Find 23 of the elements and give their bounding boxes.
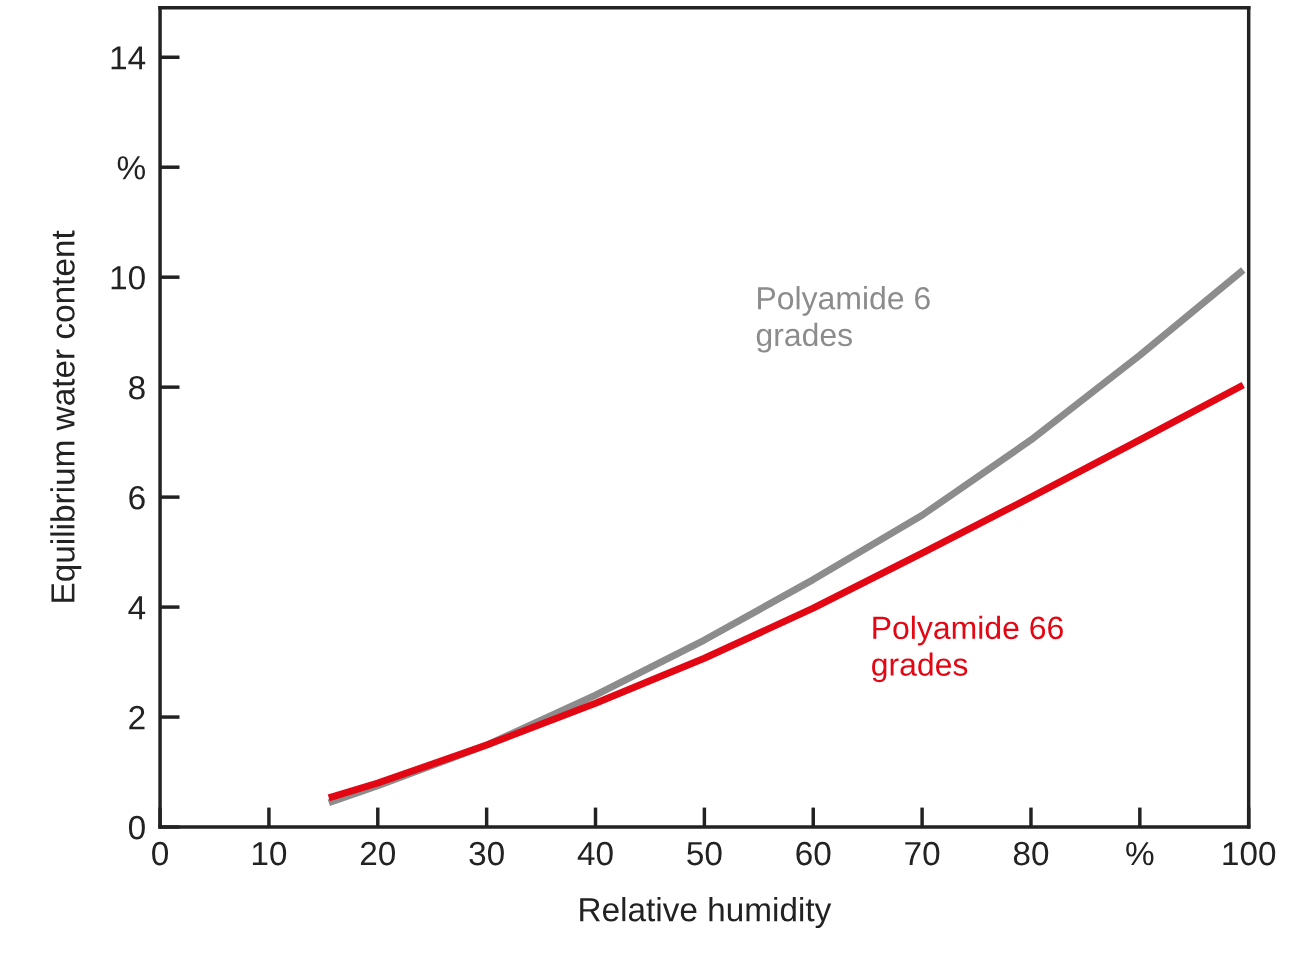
x-tick-label: 70 (905, 841, 940, 866)
x-tick-label: 100 (1223, 841, 1276, 866)
y-axis-title: Equilibrium water content (50, 230, 82, 602)
y-tick-label: 2 (129, 705, 145, 730)
y-tick-label: 8 (129, 375, 145, 400)
y-tick-label: 10 (111, 265, 145, 290)
x-tick-label: 60 (796, 841, 831, 866)
y-tick-label: 4 (128, 596, 146, 620)
y-tick-label: % (117, 156, 145, 180)
y-tick-label: 0 (128, 815, 145, 840)
x-tick-label: 10 (252, 841, 287, 866)
x-tick-label: 50 (687, 841, 722, 866)
x-axis-title: Relative humidity (580, 896, 832, 929)
x-tick-label: 40 (577, 841, 613, 866)
x-tick-label: 20 (360, 841, 396, 866)
x-tick-label: 80 (1013, 841, 1049, 866)
text: Polyamide 6 grades (756, 286, 930, 353)
x-tick-label: 30 (469, 841, 504, 866)
series-label: Polyamide 66 grades (872, 615, 1063, 683)
x-tick-label: 0 (152, 841, 169, 866)
y-tick-label: 14 (111, 46, 146, 70)
y-tick-label: 6 (129, 485, 145, 510)
x-tick-label: % (1126, 841, 1154, 866)
